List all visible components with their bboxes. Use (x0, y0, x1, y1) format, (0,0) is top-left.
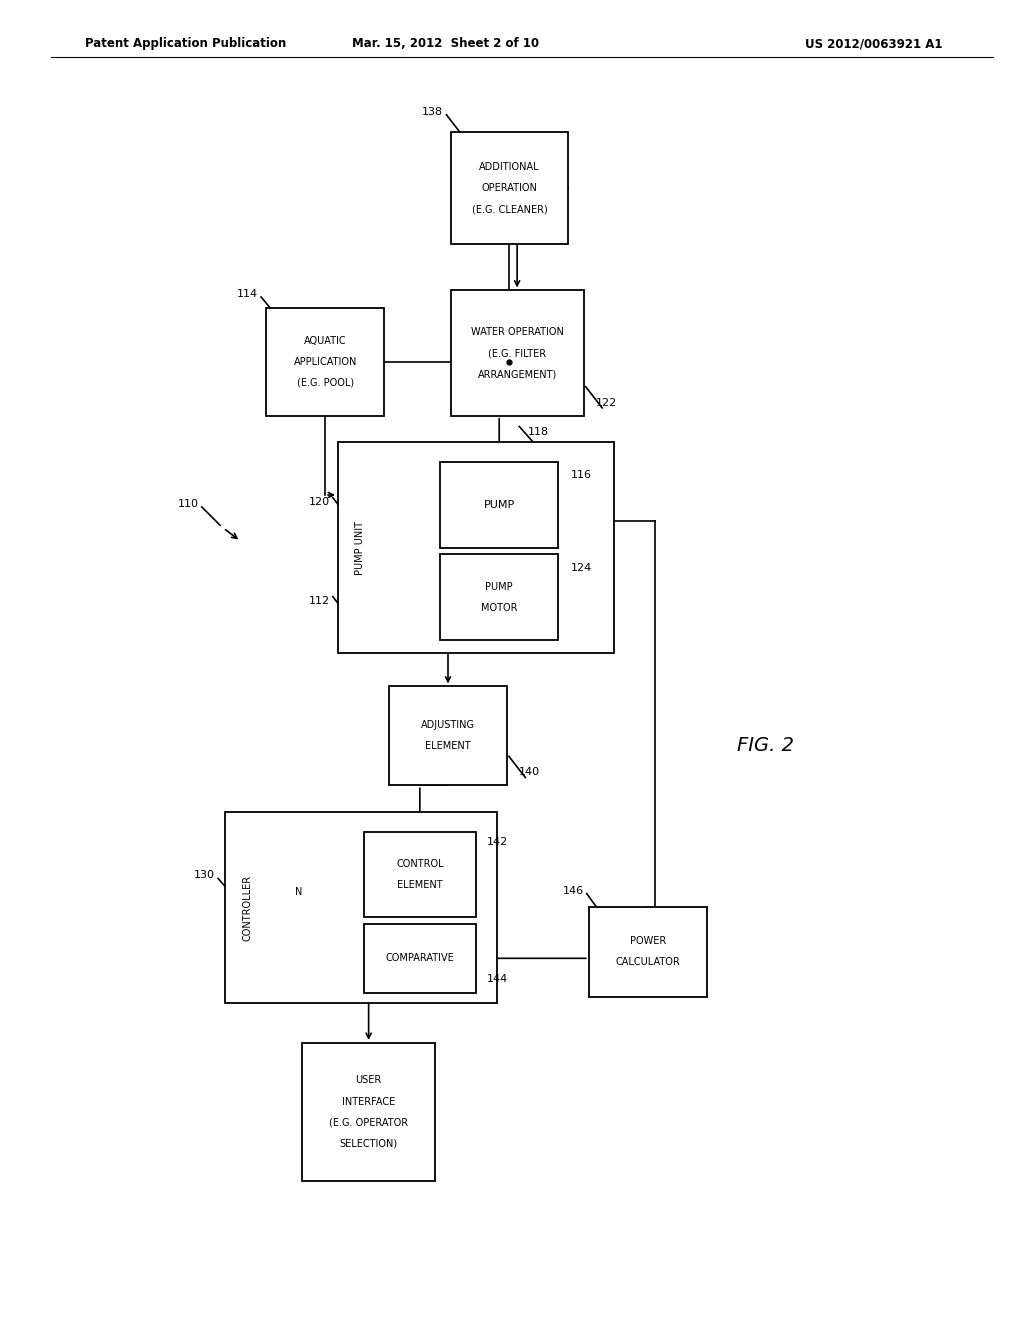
Text: CALCULATOR: CALCULATOR (615, 957, 680, 968)
Text: 144: 144 (486, 974, 508, 985)
Bar (589, 907, 707, 997)
Text: MOTOR: MOTOR (481, 603, 517, 612)
Text: 120: 120 (308, 496, 330, 507)
Text: AQUATIC: AQUATIC (304, 335, 346, 346)
Text: 122: 122 (596, 397, 617, 408)
Text: 124: 124 (570, 562, 592, 573)
Text: (E.G. CLEANER): (E.G. CLEANER) (472, 205, 547, 214)
Bar (364, 832, 476, 917)
Text: 130: 130 (194, 870, 215, 879)
Text: 146: 146 (562, 886, 584, 896)
Text: 142: 142 (486, 837, 508, 847)
Text: INTERFACE: INTERFACE (342, 1097, 395, 1106)
Text: (E.G. OPERATOR: (E.G. OPERATOR (329, 1118, 409, 1127)
Text: 112: 112 (308, 595, 330, 606)
Bar (389, 686, 507, 785)
Text: CONTROLLER: CONTROLLER (243, 874, 253, 941)
Bar (451, 290, 584, 416)
Bar (451, 132, 568, 244)
Text: ADJUSTING: ADJUSTING (421, 721, 475, 730)
Text: ELEMENT: ELEMENT (397, 880, 442, 890)
Bar (440, 554, 558, 640)
Text: PUMP: PUMP (485, 582, 513, 591)
Text: WATER OPERATION: WATER OPERATION (471, 327, 563, 337)
Bar (266, 308, 384, 416)
Text: 118: 118 (527, 426, 549, 437)
Text: ELEMENT: ELEMENT (425, 742, 471, 751)
Text: 116: 116 (570, 470, 592, 480)
Text: (E.G. FILTER: (E.G. FILTER (488, 348, 546, 358)
Text: 138: 138 (422, 107, 443, 117)
Text: ARRANGEMENT): ARRANGEMENT) (477, 370, 557, 379)
Bar (364, 924, 476, 993)
Text: COMPARATIVE: COMPARATIVE (385, 953, 455, 964)
Text: 114: 114 (237, 289, 258, 300)
Bar (302, 1043, 435, 1181)
Text: 140: 140 (519, 767, 541, 777)
Text: (E.G. POOL): (E.G. POOL) (297, 378, 353, 388)
Text: 110: 110 (177, 499, 199, 510)
Text: US 2012/0063921 A1: US 2012/0063921 A1 (805, 37, 942, 50)
Text: APPLICATION: APPLICATION (294, 356, 356, 367)
Text: OPERATION: OPERATION (481, 183, 538, 193)
Text: PUMP UNIT: PUMP UNIT (355, 521, 366, 574)
Bar (225, 812, 497, 1003)
Text: Mar. 15, 2012  Sheet 2 of 10: Mar. 15, 2012 Sheet 2 of 10 (352, 37, 539, 50)
Bar (338, 442, 614, 653)
Text: USER: USER (355, 1076, 382, 1085)
Text: N: N (295, 887, 302, 896)
Bar (440, 462, 558, 548)
Text: POWER: POWER (630, 936, 666, 946)
Text: FIG. 2: FIG. 2 (737, 737, 795, 755)
Text: ADDITIONAL: ADDITIONAL (479, 162, 540, 172)
Text: Patent Application Publication: Patent Application Publication (85, 37, 287, 50)
Text: CONTROL: CONTROL (396, 859, 443, 869)
Text: SELECTION): SELECTION) (340, 1139, 397, 1148)
Text: PUMP: PUMP (483, 500, 515, 510)
